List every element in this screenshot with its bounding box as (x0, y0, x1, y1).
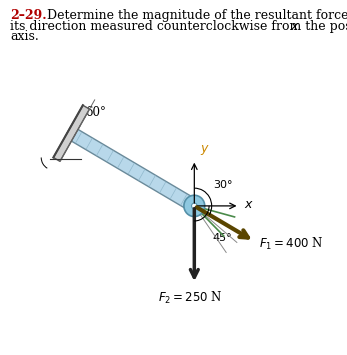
Text: 2–29.: 2–29. (10, 9, 47, 22)
Polygon shape (53, 105, 90, 162)
Text: $y$: $y$ (200, 143, 209, 157)
Text: 60°: 60° (85, 106, 106, 119)
Text: its direction measured counterclockwise from the positive: its direction measured counterclockwise … (10, 20, 347, 33)
Text: $F_2 = 250$ N: $F_2 = 250$ N (159, 290, 223, 306)
Text: axis.: axis. (10, 30, 39, 43)
Circle shape (192, 203, 197, 209)
Text: $F_1 = 400$ N: $F_1 = 400$ N (259, 236, 323, 252)
Text: $x$: $x$ (244, 198, 253, 211)
Text: Determine the magnitude of the resultant force and: Determine the magnitude of the resultant… (47, 9, 347, 22)
Polygon shape (65, 126, 198, 212)
Circle shape (184, 195, 205, 217)
Text: 45°: 45° (212, 233, 232, 242)
Text: 30°: 30° (213, 180, 233, 190)
Text: $x$: $x$ (290, 20, 299, 33)
